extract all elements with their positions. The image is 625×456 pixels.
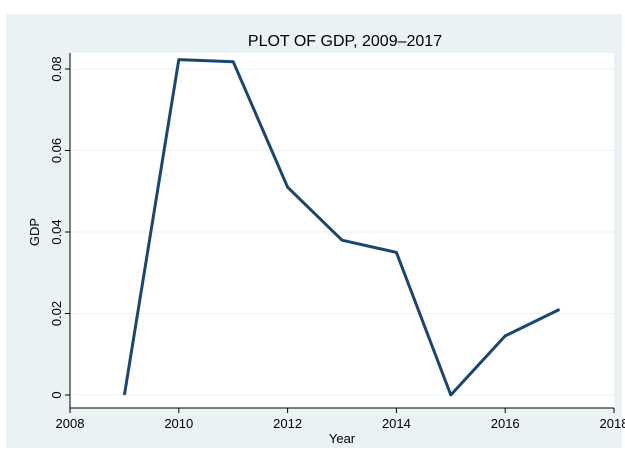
x-tick-label: 2012 [273,416,302,431]
x-axis-title: Year [329,431,356,446]
series-group [122,58,561,397]
x-tick-label: 2014 [382,416,411,431]
y-tick-label: 0.06 [49,138,64,163]
y-tick-label: 0.08 [49,56,64,81]
x-tick-label: 2016 [491,416,520,431]
y-tick-label: 0 [49,391,64,398]
x-tick-label: 2008 [56,416,85,431]
y-tick-label: 0.04 [49,219,64,244]
plot-area [70,53,614,408]
axes: 0 0.02 0.04 0.06 0.08 2008 2010 2012 2014 2016 201… [49,53,625,431]
y-axis-title: GDP [27,218,42,246]
chart-title: PLOT OF GDP, 2009–2017 [248,33,442,50]
x-tick-label: 2010 [164,416,193,431]
grid-lines [70,68,614,396]
x-tick-label: 2018 [600,416,625,431]
y-tick-label: 0.02 [49,301,64,326]
